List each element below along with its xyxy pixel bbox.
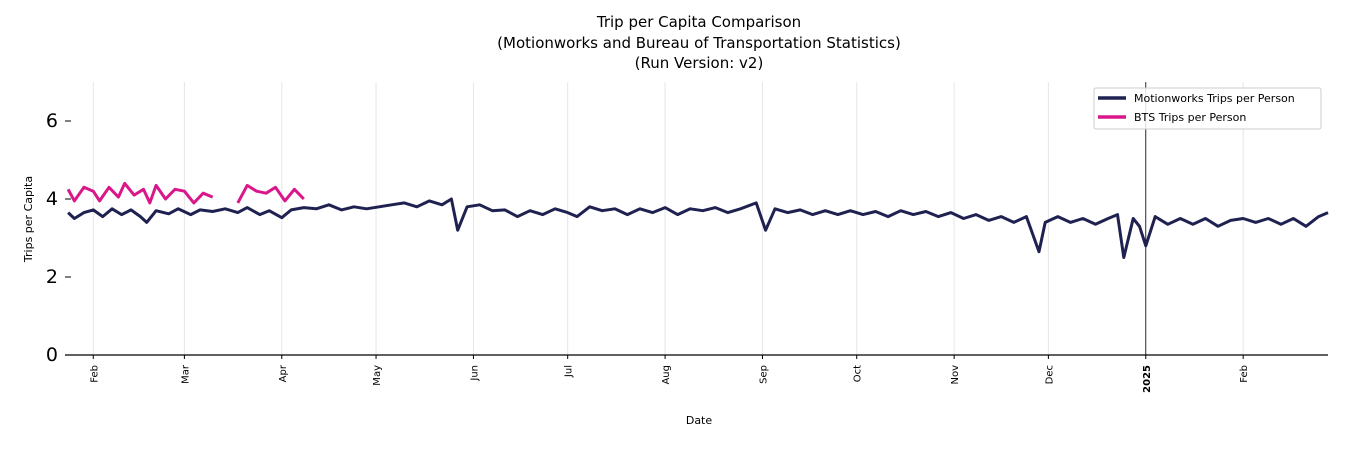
legend-label-bts: BTS Trips per Person bbox=[1134, 111, 1246, 124]
y-tick-label: 0 bbox=[46, 344, 58, 366]
x-tick-label: Jul bbox=[564, 365, 575, 378]
x-tick-label: Jun bbox=[469, 365, 480, 382]
legend: Motionworks Trips per Person BTS Trips p… bbox=[1094, 88, 1321, 129]
gridlines bbox=[93, 82, 1243, 355]
y-ticks: 0 2 4 6 bbox=[46, 110, 71, 366]
x-tick-label: Aug bbox=[661, 365, 672, 385]
y-tick-label: 6 bbox=[46, 110, 58, 132]
x-tick-label: Feb bbox=[89, 365, 100, 383]
series-line-motionworks bbox=[68, 199, 1328, 258]
x-tick-label: May bbox=[372, 365, 383, 386]
x-tick-label: 2025 bbox=[1142, 365, 1153, 393]
chart-title: Trip per Capita Comparison bbox=[596, 13, 801, 31]
x-ticks: Feb Mar Apr May Jun Jul Aug Sep Oct Nov Dec 2025 Feb bbox=[89, 355, 1250, 393]
x-axis-label: Date bbox=[686, 414, 713, 427]
y-axis-label: Trips per Capita bbox=[22, 176, 35, 263]
y-tick-label: 2 bbox=[46, 266, 58, 288]
x-tick-label: Apr bbox=[278, 364, 289, 382]
series-group bbox=[68, 183, 1328, 257]
chart-subtitle-1: (Motionworks and Bureau of Transportatio… bbox=[497, 34, 901, 52]
x-tick-label: Sep bbox=[758, 365, 769, 384]
x-tick-label: Mar bbox=[180, 364, 191, 384]
x-tick-label: Feb bbox=[1239, 365, 1250, 383]
x-tick-label: Dec bbox=[1044, 365, 1055, 384]
x-tick-label: Nov bbox=[950, 365, 961, 385]
chart-subtitle-2: (Run Version: v2) bbox=[635, 54, 764, 72]
legend-label-motionworks: Motionworks Trips per Person bbox=[1134, 92, 1295, 105]
series-line-bts bbox=[68, 183, 304, 203]
y-tick-label: 4 bbox=[46, 188, 58, 210]
x-tick-label: Oct bbox=[853, 365, 864, 382]
